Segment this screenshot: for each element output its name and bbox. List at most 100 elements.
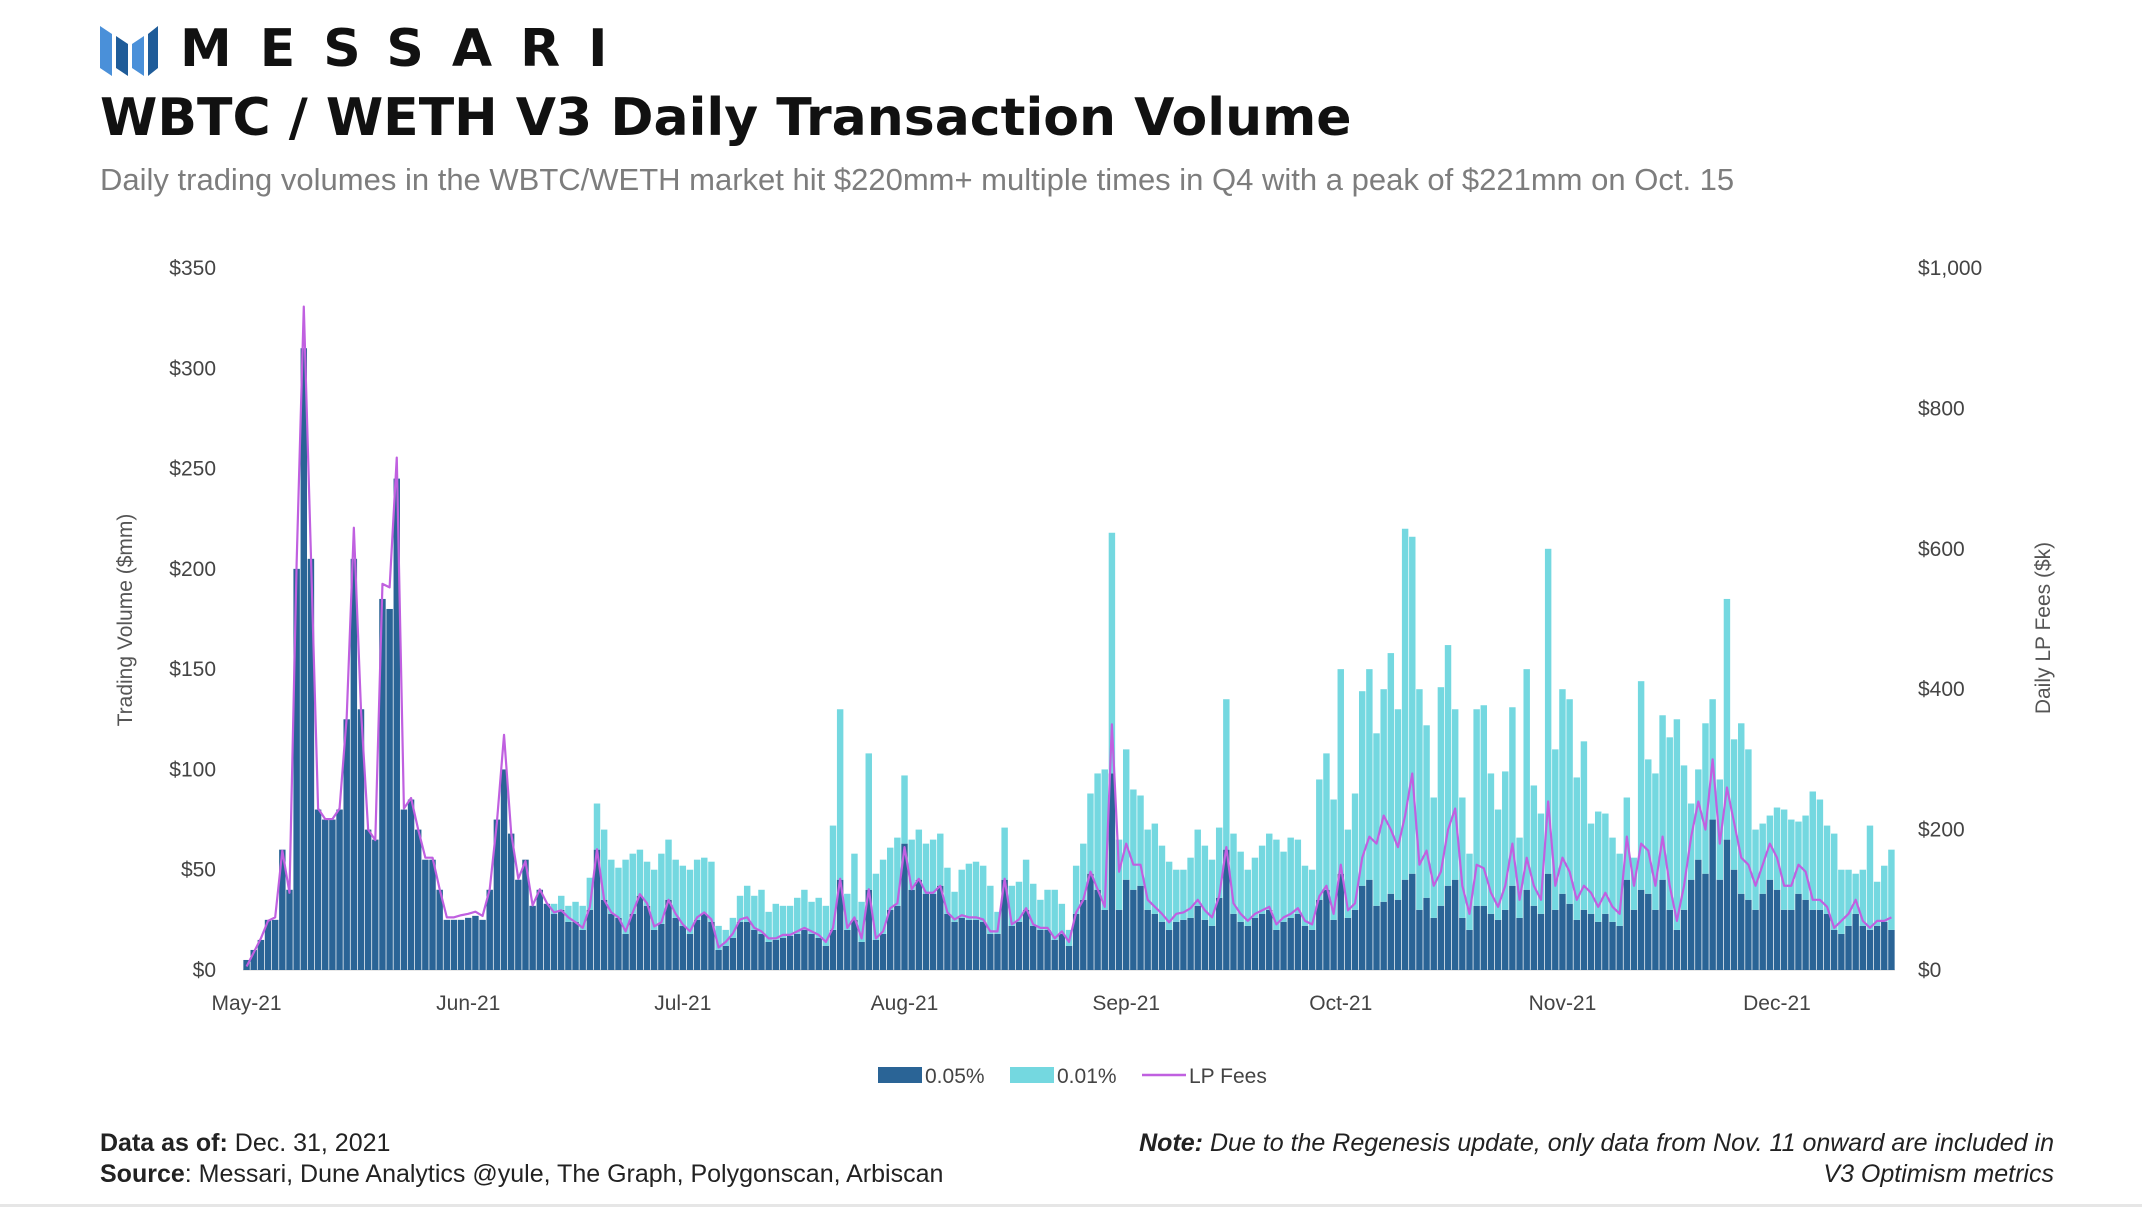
- bar-0-01pct: [600, 829, 608, 900]
- bar-0-01pct: [1258, 845, 1266, 914]
- x-tick-label: Nov-21: [1529, 992, 1597, 1015]
- bar-0-01pct: [1008, 885, 1016, 926]
- bar-0-05pct: [479, 919, 486, 970]
- bar-0-05pct: [1830, 929, 1838, 970]
- bar-0-01pct: [979, 865, 987, 922]
- bar-0-05pct: [658, 923, 665, 970]
- bar-0-01pct: [1401, 528, 1409, 880]
- bar-0-05pct: [822, 945, 830, 970]
- bar-0-01pct: [1030, 883, 1037, 926]
- bar-0-05pct: [715, 949, 722, 970]
- bar-0-01pct: [1430, 797, 1437, 918]
- y-tick-label: $200: [169, 558, 216, 581]
- bar-0-05pct: [1180, 919, 1187, 970]
- y2-tick-label: $600: [1918, 538, 1965, 561]
- bar-0-05pct: [643, 905, 651, 970]
- bar-0-01pct: [1051, 889, 1058, 940]
- bar-0-05pct: [379, 598, 386, 970]
- bar-0-01pct: [1487, 773, 1495, 914]
- bar-0-05pct: [1616, 925, 1623, 970]
- bar-0-05pct: [536, 889, 544, 970]
- bar-0-05pct: [701, 913, 708, 970]
- bar-0-01pct: [815, 897, 822, 938]
- bar-0-05pct: [1230, 913, 1237, 970]
- bar-0-05pct: [1380, 901, 1387, 970]
- bar-0-01pct: [693, 859, 701, 920]
- bar-0-01pct: [1437, 687, 1445, 906]
- bar-0-05pct: [1308, 929, 1316, 970]
- bar-0-05pct: [1072, 913, 1080, 970]
- bar-0-05pct: [779, 937, 787, 970]
- bar-0-05pct: [1430, 917, 1437, 970]
- bar-0-05pct: [1158, 921, 1166, 970]
- bar-0-05pct: [1673, 929, 1681, 970]
- bar-0-05pct: [886, 909, 894, 970]
- bar-0-01pct: [1423, 725, 1430, 898]
- bar-0-05pct: [586, 909, 594, 970]
- bar-0-01pct: [665, 839, 672, 900]
- bottom-rule: [0, 1204, 2142, 1207]
- bar-0-05pct: [894, 905, 901, 970]
- bar-0-05pct: [1459, 917, 1466, 970]
- y-tick-label: $250: [169, 458, 216, 481]
- bar-0-01pct: [987, 885, 994, 934]
- bar-0-05pct: [1716, 879, 1724, 970]
- bar-0-01pct: [1087, 793, 1094, 874]
- bar-0-01pct: [1573, 777, 1580, 920]
- bar-0-01pct: [1101, 769, 1108, 910]
- bar-0-05pct: [1287, 917, 1294, 970]
- bar-0-01pct: [836, 709, 844, 880]
- bar-0-05pct: [1358, 885, 1366, 970]
- x-tick-label: Oct-21: [1309, 992, 1372, 1015]
- bar-0-05pct: [1258, 913, 1266, 970]
- bar-0-01pct: [1580, 741, 1588, 910]
- bar-0-05pct: [765, 941, 772, 970]
- bar-0-05pct: [1473, 905, 1480, 970]
- bar-0-01pct: [1716, 779, 1724, 880]
- bar-0-05pct: [1480, 905, 1488, 970]
- bar-0-01pct: [1802, 815, 1809, 900]
- bar-0-05pct: [1602, 913, 1609, 970]
- bar-0-01pct: [1044, 889, 1051, 930]
- bar-0-01pct: [1287, 837, 1294, 918]
- bar-0-01pct: [1237, 851, 1244, 922]
- bar-0-05pct: [572, 921, 579, 970]
- bar-0-05pct: [794, 933, 801, 970]
- legend-label-lp-fees: LP Fees: [1189, 1065, 1267, 1088]
- bar-0-05pct: [679, 925, 687, 970]
- bar-0-05pct: [1244, 925, 1252, 970]
- bar-0-01pct: [1194, 829, 1201, 906]
- bar-0-01pct: [1080, 843, 1087, 900]
- bar-0-05pct: [372, 839, 379, 970]
- bar-0-05pct: [758, 933, 765, 970]
- bar-0-01pct: [708, 861, 715, 922]
- bar-0-01pct: [593, 803, 601, 850]
- bar-0-01pct: [1745, 749, 1752, 900]
- bar-0-05pct: [1523, 889, 1530, 970]
- bar-0-01pct: [944, 867, 951, 914]
- source-label: Source: [100, 1160, 185, 1188]
- bar-0-01pct: [1609, 837, 1616, 922]
- bar-0-05pct: [1530, 905, 1538, 970]
- bar-0-01pct: [1273, 839, 1280, 930]
- chart-subtitle: Daily trading volumes in the WBTC/WETH m…: [100, 162, 1735, 197]
- bar-0-05pct: [264, 919, 272, 970]
- bar-0-05pct: [364, 829, 372, 970]
- bar-0-05pct: [300, 348, 308, 970]
- bar-0-01pct: [1416, 689, 1423, 910]
- bar-0-05pct: [1816, 909, 1824, 970]
- bar-0-01pct: [929, 839, 937, 894]
- bar-0-05pct: [1802, 899, 1809, 970]
- bar-0-01pct: [851, 853, 858, 920]
- bar-0-05pct: [1366, 879, 1373, 970]
- bar-0-05pct: [1702, 873, 1709, 970]
- bar-0-05pct: [636, 895, 644, 970]
- bar-0-01pct: [1130, 789, 1137, 890]
- bar-0-05pct: [407, 799, 415, 970]
- bar-0-01pct: [1151, 823, 1159, 914]
- bar-0-05pct: [1780, 909, 1788, 970]
- bar-0-01pct: [722, 929, 729, 946]
- bar-0-05pct: [865, 889, 872, 970]
- bar-0-05pct: [329, 819, 336, 970]
- bar-0-05pct: [1394, 899, 1402, 970]
